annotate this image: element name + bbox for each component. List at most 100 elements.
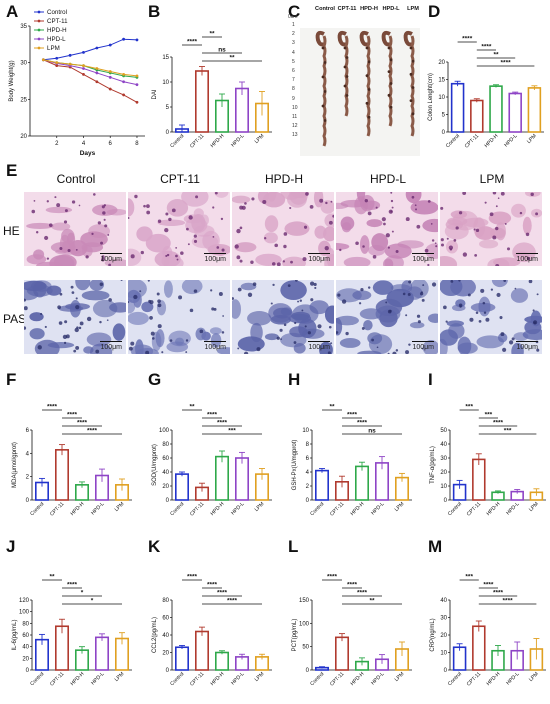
tissue-nucleus — [48, 223, 53, 227]
tissue-nucleus — [166, 253, 170, 257]
significance-label: * — [81, 590, 84, 597]
tissue-nucleus — [391, 230, 394, 233]
tissue-nucleus — [495, 205, 498, 208]
scale-bar — [100, 253, 122, 254]
tissue-nucleus — [495, 263, 500, 266]
tissue-nucleus — [46, 257, 50, 260]
scale-bar-label: 100μm — [412, 256, 434, 263]
data-point — [68, 62, 72, 66]
tissue-nucleus — [106, 319, 109, 321]
tissue-crypt — [34, 339, 60, 354]
x-tick-label: Control — [447, 671, 463, 687]
tissue-nucleus — [500, 192, 505, 196]
x-tick-label: HPD-H — [350, 671, 366, 687]
significance-label: **** — [357, 420, 368, 427]
tissue-nucleus — [165, 212, 169, 216]
tissue-nucleus — [506, 247, 511, 251]
tissue-nucleus — [314, 286, 317, 290]
tissue-nucleus — [156, 292, 160, 296]
histology-image-pas-hpd-h: 100μm — [232, 280, 334, 354]
tissue-nucleus — [54, 196, 57, 199]
tissue-nucleus — [390, 192, 393, 194]
tissue-nucleus — [104, 224, 108, 228]
legend-label: LPM — [47, 45, 60, 52]
colon-label-hpd-l: HPD-L — [382, 6, 400, 12]
tissue-nucleus — [478, 319, 482, 323]
tissue-nucleus — [57, 305, 61, 310]
tissue-texture — [232, 280, 334, 354]
significance-label: **** — [503, 598, 514, 605]
data-point — [55, 64, 59, 67]
tissue-nucleus — [511, 337, 515, 341]
tissue-nucleus — [99, 320, 102, 324]
tissue-nucleus — [44, 235, 49, 241]
x-tick-label: Control — [169, 133, 185, 149]
tissue-nucleus — [108, 263, 111, 266]
data-point — [108, 75, 112, 79]
tissue-texture — [232, 192, 334, 266]
y-tick-label: 4 — [306, 470, 310, 476]
significance-label: **** — [493, 590, 504, 597]
tissue-crypt — [240, 282, 257, 291]
y-tick-label: 20 — [22, 656, 29, 662]
tissue-nucleus — [387, 246, 390, 249]
tissue-nucleus — [262, 200, 267, 205]
tissue-crypt — [157, 219, 186, 227]
colon-tissue — [366, 35, 371, 137]
tissue-nucleus — [64, 320, 68, 324]
tissue-nucleus — [528, 280, 533, 284]
x-tick-label: CPT-11 — [189, 671, 205, 687]
tissue-nucleus — [492, 192, 497, 195]
fecal-pellet — [323, 61, 327, 64]
significance-label: **** — [217, 590, 228, 597]
x-tick-label: HPD-L — [370, 501, 385, 516]
x-tick-label: LPM — [254, 671, 266, 683]
cecum — [337, 30, 347, 47]
fecal-pellet — [367, 115, 371, 119]
tissue-nucleus — [149, 300, 154, 305]
x-tick-label: CPT-11 — [329, 501, 345, 517]
y-tick-label: 25 — [20, 97, 27, 103]
tissue-crypt — [390, 284, 411, 292]
tissue-nucleus — [462, 252, 468, 257]
fecal-pellet — [387, 93, 391, 97]
y-tick-label: 4 — [26, 451, 30, 457]
tissue-nucleus — [489, 212, 494, 217]
x-tick-label: HPD-H — [210, 671, 226, 687]
tissue-crypt — [409, 321, 425, 329]
panel-label-b: B — [148, 2, 161, 21]
tissue-crypt — [524, 315, 542, 324]
colon-sample-control — [315, 30, 327, 147]
significance-label: **** — [207, 412, 218, 419]
y-tick-label: 40 — [440, 598, 447, 604]
tissue-nucleus — [440, 206, 444, 210]
tissue-nucleus — [508, 340, 514, 345]
tissue-crypt — [210, 333, 222, 348]
histology-column-label: HPD-H — [265, 172, 303, 186]
cecum — [315, 30, 325, 47]
x-tick-label: HPD-H — [210, 133, 226, 149]
tissue-nucleus — [408, 280, 412, 284]
histology-image-he-control: 100μm — [24, 192, 126, 266]
tissue-nucleus — [279, 328, 283, 332]
tissue-nucleus — [146, 204, 150, 209]
fecal-pellet — [321, 75, 325, 79]
colon-tissue — [388, 35, 393, 127]
tissue-nucleus — [395, 249, 399, 253]
tissue-nucleus — [93, 193, 96, 196]
data-point — [82, 51, 85, 54]
tissue-nucleus — [256, 347, 261, 352]
tissue-nucleus — [430, 223, 433, 225]
series-line-cpt-11 — [43, 59, 138, 103]
significance-label: ** — [493, 52, 499, 59]
tissue-nucleus — [467, 293, 471, 297]
x-tick-label: LPM — [254, 501, 266, 513]
y-tick-label: 6 — [306, 456, 310, 462]
tissue-nucleus — [309, 205, 314, 209]
x-tick-label: HPD-L — [230, 133, 245, 148]
tissue-nucleus — [385, 301, 388, 304]
tissue-nucleus — [381, 217, 386, 222]
bar-hpd-l — [508, 92, 522, 133]
tissue-crypt — [263, 232, 278, 244]
